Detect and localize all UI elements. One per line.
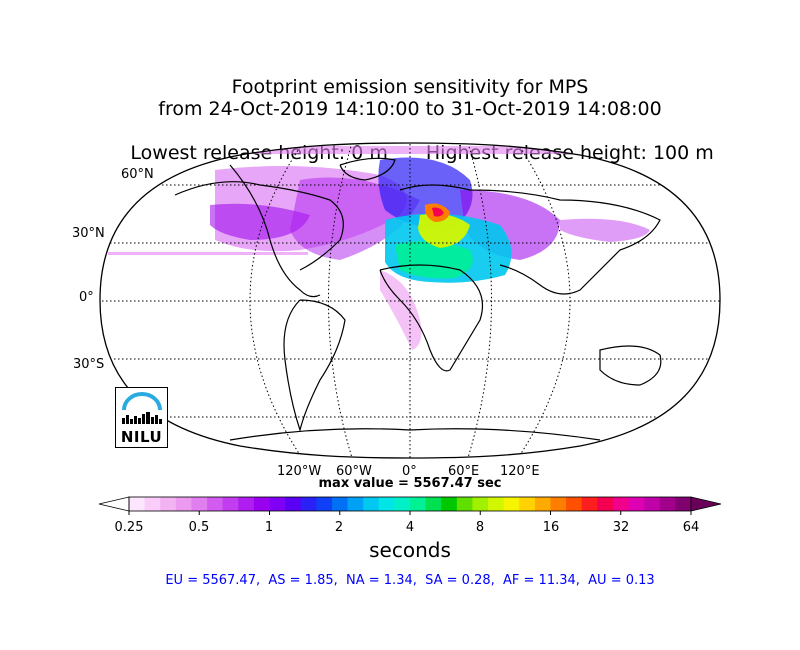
colorbar-segment xyxy=(550,497,567,511)
colorbar-segment xyxy=(316,497,333,511)
colorbar-unit-label: seconds xyxy=(369,538,451,562)
lat-label-30n: 30°N xyxy=(72,226,105,241)
lat-label-0: 0° xyxy=(79,290,94,305)
colorbar-tick-3: 2 xyxy=(334,520,344,535)
colorbar-segment xyxy=(285,497,302,511)
colorbar-segment xyxy=(488,497,505,511)
colorbar-segment xyxy=(503,497,520,511)
colorbar-segment xyxy=(675,497,692,511)
colorbar-segment xyxy=(659,497,676,511)
colorbar-over-arrow xyxy=(690,496,722,512)
lat-label-60n: 60°N xyxy=(121,167,154,182)
colorbar-segment xyxy=(238,497,255,511)
lon-label-120e: 120°E xyxy=(500,464,540,479)
colorbar-segment xyxy=(191,497,208,511)
colorbar xyxy=(98,496,722,515)
colorbar-segment xyxy=(472,497,489,511)
colorbar-tick-7: 32 xyxy=(612,520,630,535)
colorbar-segment xyxy=(363,497,380,511)
colorbar-tick-6: 16 xyxy=(542,520,560,535)
lon-label-0: 0° xyxy=(402,464,417,479)
title-line-1: Footprint emission sensitivity for MPS xyxy=(231,76,589,98)
colorbar-tick-2: 1 xyxy=(264,520,274,535)
colorbar-segment xyxy=(425,497,442,511)
colorbar-segment xyxy=(644,497,661,511)
colorbar-segment xyxy=(597,497,614,511)
colorbar-tick-8: 64 xyxy=(682,520,700,535)
colorbar-segment xyxy=(175,497,192,511)
nilu-logo: NILU xyxy=(115,387,168,448)
colorbar-segment xyxy=(300,497,317,511)
colorbar-segment xyxy=(410,497,427,511)
globe-outline xyxy=(99,142,721,459)
colorbar-segment xyxy=(394,497,411,511)
colorbar-under-arrow xyxy=(98,496,130,512)
colorbar-tick-0: 0.25 xyxy=(114,520,144,535)
colorbar-segment xyxy=(441,497,458,511)
colorbar-tick-5: 8 xyxy=(475,520,485,535)
colorbar-segment xyxy=(160,497,177,511)
colorbar-segment xyxy=(628,497,645,511)
lon-label-120w: 120°W xyxy=(277,464,322,479)
colorbar-segment xyxy=(581,497,598,511)
colorbar-segment xyxy=(222,497,239,511)
lat-label-30s: 30°S xyxy=(73,357,105,372)
colorbar-tick-4: 4 xyxy=(405,520,415,535)
colorbar-segment xyxy=(534,497,551,511)
nilu-logo-graphic xyxy=(122,392,162,424)
nilu-logo-text: NILU xyxy=(120,428,163,446)
title-line-2: from 24-Oct-2019 14:10:00 to 31-Oct-2019… xyxy=(158,98,662,120)
lon-label-60w: 60°W xyxy=(336,464,372,479)
colorbar-segment xyxy=(347,497,364,511)
colorbar-segment xyxy=(253,497,270,511)
graticule xyxy=(100,143,720,458)
coastlines xyxy=(174,157,662,441)
colorbar-segment xyxy=(269,497,286,511)
colorbar-tick-1: 0.5 xyxy=(188,520,210,535)
colorbar-segment xyxy=(519,497,536,511)
colorbar-segment xyxy=(144,497,161,511)
lon-label-60e: 60°E xyxy=(448,464,480,479)
max-value-label: max value = 5567.47 sec xyxy=(318,476,502,491)
region-values: EU = 5567.47, AS = 1.85, NA = 1.34, SA =… xyxy=(165,573,655,588)
colorbar-segment xyxy=(378,497,395,511)
colorbar-segment xyxy=(456,497,473,511)
colorbar-segment xyxy=(566,497,583,511)
colorbar-segment xyxy=(331,497,348,511)
colorbar-segment xyxy=(129,497,146,511)
colorbar-segment xyxy=(612,497,629,511)
colorbar-segment xyxy=(207,497,224,511)
sensitivity-field xyxy=(108,146,650,350)
